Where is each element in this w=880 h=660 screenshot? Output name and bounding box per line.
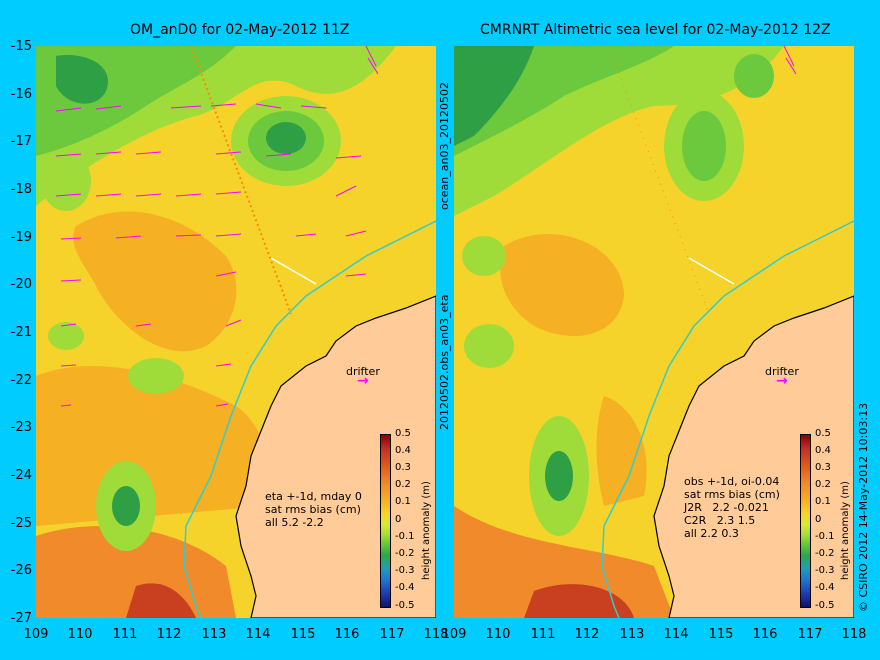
y-tick: -27 bbox=[10, 611, 32, 626]
x-tick: 118 bbox=[841, 627, 867, 642]
y-tick: -18 bbox=[10, 182, 32, 197]
x-tick: 117 bbox=[797, 627, 823, 642]
x-tick: 109 bbox=[441, 627, 467, 642]
y-tick: -20 bbox=[10, 277, 32, 292]
left-map-panel[interactable] bbox=[36, 46, 436, 618]
left-stats-annotation: eta +-1d, mday 0 sat rms bias (cm) all 5… bbox=[265, 490, 362, 529]
x-tick: 110 bbox=[485, 627, 511, 642]
cb-tick: 0.5 bbox=[815, 428, 831, 439]
x-tick: 117 bbox=[379, 627, 405, 642]
cb-tick: -0.3 bbox=[395, 565, 415, 576]
cb-tick: -0.1 bbox=[815, 531, 835, 542]
left-run-label-top: ocean_an03_20120502 bbox=[438, 82, 451, 210]
x-tick: 114 bbox=[245, 627, 271, 642]
y-tick: -16 bbox=[10, 87, 32, 102]
left-sea-level-field bbox=[36, 46, 436, 618]
right-colorbar bbox=[800, 434, 811, 608]
cb-tick: -0.5 bbox=[395, 600, 415, 611]
right-map-title: CMRNRT Altimetric sea level for 02-May-2… bbox=[480, 22, 831, 38]
y-tick: -24 bbox=[10, 468, 32, 483]
cb-tick: -0.4 bbox=[815, 582, 835, 593]
x-tick: 112 bbox=[156, 627, 182, 642]
cb-tick: 0 bbox=[815, 514, 822, 525]
x-tick: 111 bbox=[112, 627, 138, 642]
y-tick: -23 bbox=[10, 420, 32, 435]
cb-tick: -0.4 bbox=[395, 582, 415, 593]
cb-tick: 0.2 bbox=[815, 479, 831, 490]
right-map-panel[interactable] bbox=[454, 46, 854, 618]
cb-tick: 0.4 bbox=[815, 445, 831, 456]
y-tick: -17 bbox=[10, 134, 32, 149]
x-tick: 116 bbox=[752, 627, 778, 642]
x-tick: 114 bbox=[663, 627, 689, 642]
left-drifter-label: drifter bbox=[346, 365, 380, 378]
cb-tick: -0.5 bbox=[815, 600, 835, 611]
x-tick: 115 bbox=[708, 627, 734, 642]
cb-tick: 0.3 bbox=[395, 462, 411, 473]
cb-tick: 0.1 bbox=[395, 496, 411, 507]
left-colorbar-label: height anomaly (m) bbox=[421, 481, 432, 580]
cb-tick: -0.3 bbox=[815, 565, 835, 576]
x-tick: 118 bbox=[423, 627, 449, 642]
cb-tick: -0.1 bbox=[395, 531, 415, 542]
left-map-title: OM_anD0 for 02-May-2012 11Z bbox=[130, 22, 350, 38]
x-tick: 112 bbox=[574, 627, 600, 642]
x-tick: 115 bbox=[290, 627, 316, 642]
right-drifter-arrow-icon: → bbox=[776, 373, 788, 389]
x-tick: 116 bbox=[334, 627, 360, 642]
y-tick: -21 bbox=[10, 325, 32, 340]
left-run-label: 20120502.obs_an03_eta bbox=[438, 294, 451, 430]
y-tick: -19 bbox=[10, 230, 32, 245]
cb-tick: -0.2 bbox=[815, 548, 835, 559]
x-tick: 113 bbox=[619, 627, 645, 642]
cb-tick: -0.2 bbox=[395, 548, 415, 559]
y-tick: -25 bbox=[10, 516, 32, 531]
cb-tick: 0.3 bbox=[815, 462, 831, 473]
cb-tick: 0.4 bbox=[395, 445, 411, 456]
x-tick: 110 bbox=[67, 627, 93, 642]
left-vector-field bbox=[55, 46, 379, 407]
x-tick: 109 bbox=[23, 627, 49, 642]
x-tick: 113 bbox=[201, 627, 227, 642]
right-sea-level-field bbox=[454, 46, 854, 618]
right-drift-vectors bbox=[783, 46, 797, 75]
right-colorbar-label: height anomaly (m) bbox=[840, 481, 851, 580]
right-drifter-label: drifter bbox=[765, 365, 799, 378]
left-drifter-arrow-icon: → bbox=[357, 373, 369, 389]
right-stats-annotation: obs +-1d, oi-0.04 sat rms bias (cm) J2R … bbox=[684, 475, 780, 540]
x-tick: 111 bbox=[530, 627, 556, 642]
cb-tick: 0.1 bbox=[815, 496, 831, 507]
cb-tick: 0.2 bbox=[395, 479, 411, 490]
copyright-label: © CSIRO 2012 14-May-2012 10:03:13 bbox=[857, 402, 870, 612]
left-colorbar bbox=[380, 434, 391, 608]
cb-tick: 0 bbox=[395, 514, 402, 525]
y-tick: -22 bbox=[10, 373, 32, 388]
y-tick: -15 bbox=[10, 39, 32, 54]
y-tick: -26 bbox=[10, 563, 32, 578]
cb-tick: 0.5 bbox=[395, 428, 411, 439]
